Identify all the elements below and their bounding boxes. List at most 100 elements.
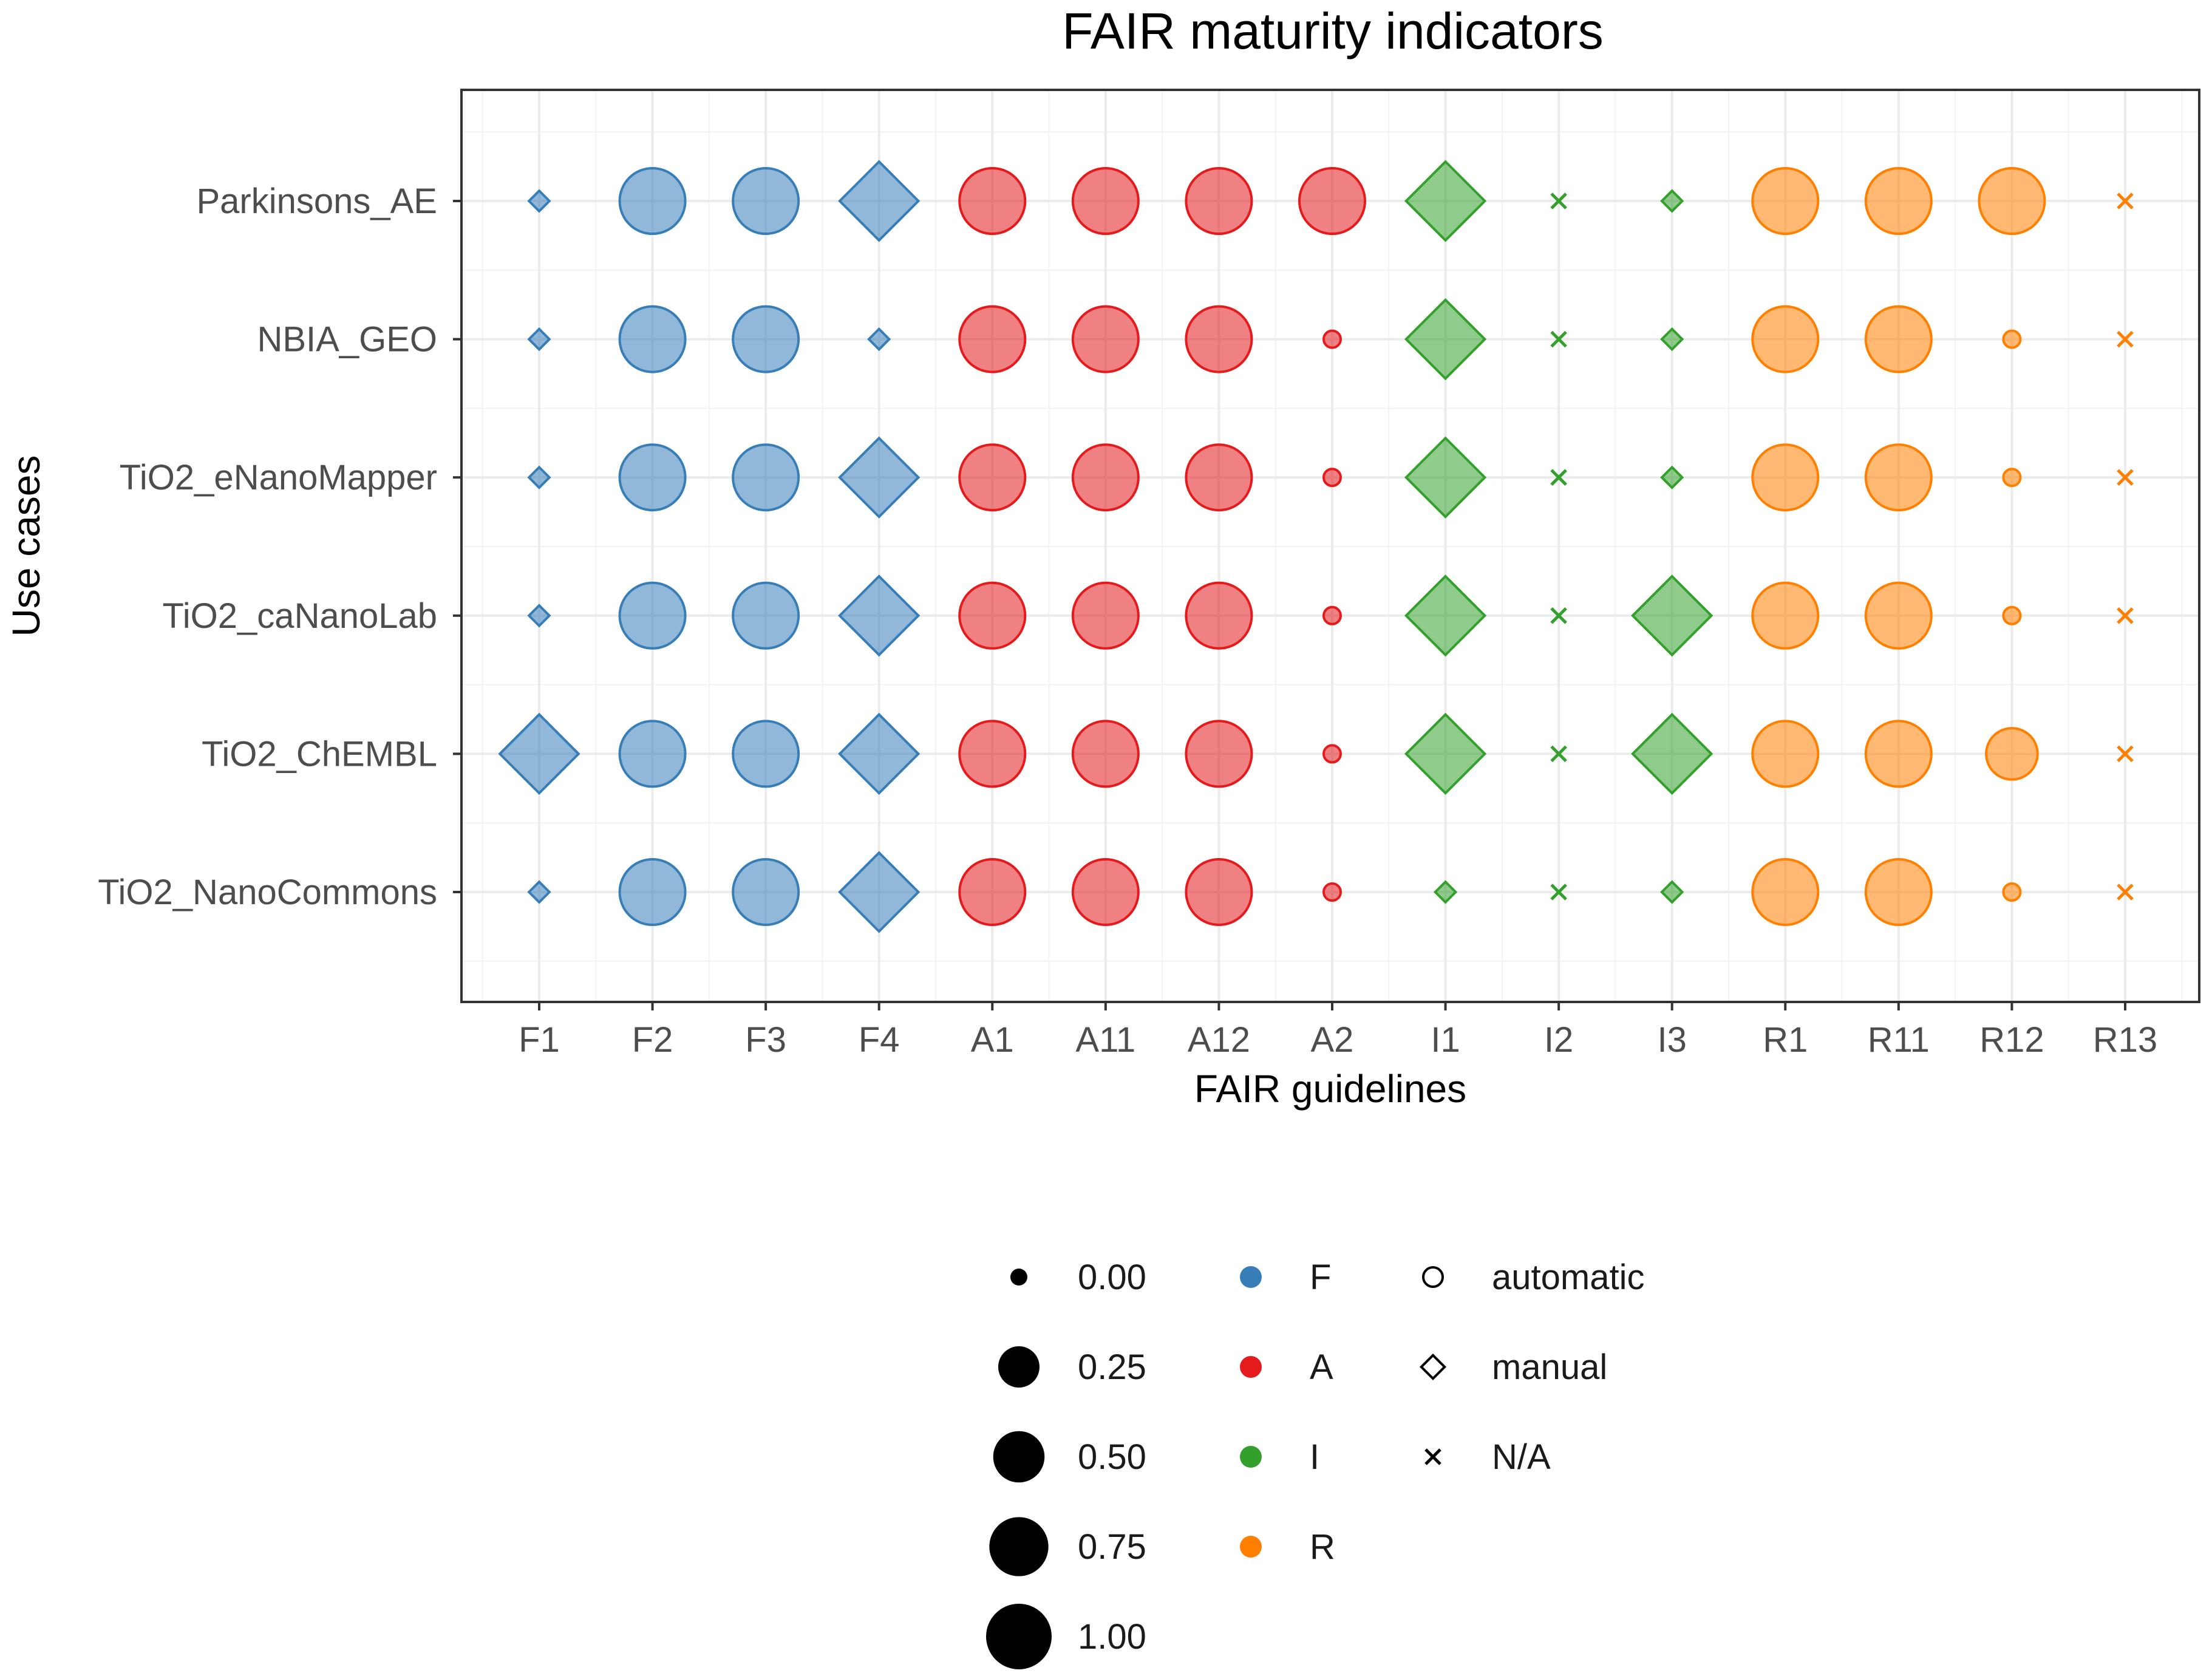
legend-color-key: [1240, 1536, 1262, 1558]
data-point: [1660, 465, 1684, 489]
data-point: [1322, 329, 1342, 349]
data-point: [2117, 192, 2134, 210]
data-point: [1185, 443, 1253, 512]
data-point: [732, 167, 800, 235]
data-point: [1751, 720, 1820, 788]
data-point: [732, 305, 800, 373]
data-point: [1660, 189, 1684, 213]
data-point: [867, 327, 891, 352]
data-point: [838, 712, 921, 795]
data-point: [2117, 469, 2134, 486]
data-point: [1071, 858, 1140, 926]
data-point: [958, 858, 1027, 926]
legend-size-label: 1.00: [1078, 1617, 1146, 1657]
data-point: [527, 604, 551, 628]
data-point: [618, 305, 687, 373]
data-point: [1322, 605, 1342, 625]
legend-shape-label: automatic: [1492, 1258, 1644, 1297]
data-point: [838, 436, 921, 519]
chart-title: FAIR maturity indicators: [1062, 2, 1604, 60]
data-point: [958, 305, 1027, 373]
data-point: [527, 465, 551, 489]
data-point: [1185, 858, 1253, 926]
data-point: [958, 443, 1027, 512]
legend-color-label: R: [1310, 1527, 1335, 1567]
data-point: [1071, 581, 1140, 650]
data-point: [1864, 720, 1933, 788]
data-point: [1404, 574, 1487, 657]
data-point: [1071, 720, 1140, 788]
axes: F1 F2 F3 F4 A1 A11 A12 A2 I1 I2 I3 R1 R11 R12 R13 Parki…: [98, 182, 2157, 1060]
legend-color-label: I: [1310, 1437, 1319, 1477]
data-point: [958, 167, 1027, 235]
data-point: [1751, 581, 1820, 650]
data-point: [2117, 607, 2134, 624]
data-point: [1550, 469, 1567, 486]
data-point: [838, 574, 921, 657]
data-point: [838, 851, 921, 933]
data-point: [1071, 443, 1140, 512]
data-point: [498, 712, 580, 795]
data-point: [1185, 305, 1253, 373]
x-tick-label: R11: [1868, 1020, 1930, 1060]
legend-shape-key: [1424, 1448, 1441, 1465]
y-tick-label: NBIA_GEO: [257, 320, 437, 359]
data-point: [527, 327, 551, 352]
x-axis-title: FAIR guidelines: [1194, 1067, 1466, 1111]
legend-color-label: F: [1310, 1258, 1331, 1297]
x-tick-label: F1: [519, 1020, 560, 1060]
y-tick-label: TiO2_eNanoMapper: [120, 458, 437, 497]
data-point: [618, 443, 687, 512]
data-point: [1404, 298, 1487, 381]
y-tick-label: TiO2_ChEMBL: [202, 734, 437, 774]
legend-size-key: [986, 1604, 1052, 1669]
data-point: [1550, 745, 1567, 763]
legend-size-key: [1010, 1269, 1027, 1286]
data-point: [1751, 167, 1820, 235]
data-point: [1550, 192, 1567, 210]
legend-size-key: [998, 1346, 1040, 1388]
data-point: [1660, 880, 1684, 904]
legend-shape-label: manual: [1492, 1347, 1607, 1387]
data-point: [1985, 727, 2039, 781]
x-tick-label: I1: [1431, 1020, 1460, 1060]
data-point: [958, 720, 1027, 788]
y-tick-label: TiO2_caNanoLab: [163, 596, 437, 636]
legend-size-key: [989, 1517, 1049, 1576]
legend-size-key: [993, 1431, 1045, 1483]
data-point: [1298, 167, 1366, 235]
data-point: [1631, 712, 1713, 795]
data-point: [2002, 468, 2022, 488]
data-point: [2117, 745, 2134, 763]
data-point: [1978, 167, 2046, 235]
data-point: [732, 443, 800, 512]
x-tick-label: F2: [632, 1020, 673, 1060]
legend-size-label: 0.00: [1078, 1258, 1146, 1297]
legend-color-label: A: [1310, 1347, 1333, 1387]
data-point: [732, 581, 800, 650]
data-point: [1864, 858, 1933, 926]
x-tick-label: F4: [859, 1020, 900, 1060]
data-point: [1550, 607, 1567, 624]
data-point: [732, 858, 800, 926]
data-point: [2002, 605, 2022, 625]
data-point: [618, 858, 687, 926]
data-point: [2117, 330, 2134, 348]
data-point: [1751, 443, 1820, 512]
data-point: [1550, 884, 1567, 901]
data-point: [1071, 305, 1140, 373]
grid: [461, 90, 2199, 1002]
data-point: [1404, 436, 1487, 519]
data-point: [1433, 880, 1458, 904]
panel-border: [460, 89, 2200, 1003]
data-point: [1322, 744, 1342, 764]
x-tick-label: R1: [1763, 1020, 1808, 1060]
data-point: [2117, 884, 2134, 901]
y-tick-label: Parkinsons_AE: [196, 182, 437, 221]
x-tick-label: I2: [1544, 1020, 1573, 1060]
data-point: [2002, 882, 2022, 902]
data-point: [1404, 712, 1487, 795]
legend-size-label: 0.75: [1078, 1527, 1146, 1567]
legend-shape-key: [1422, 1266, 1444, 1288]
